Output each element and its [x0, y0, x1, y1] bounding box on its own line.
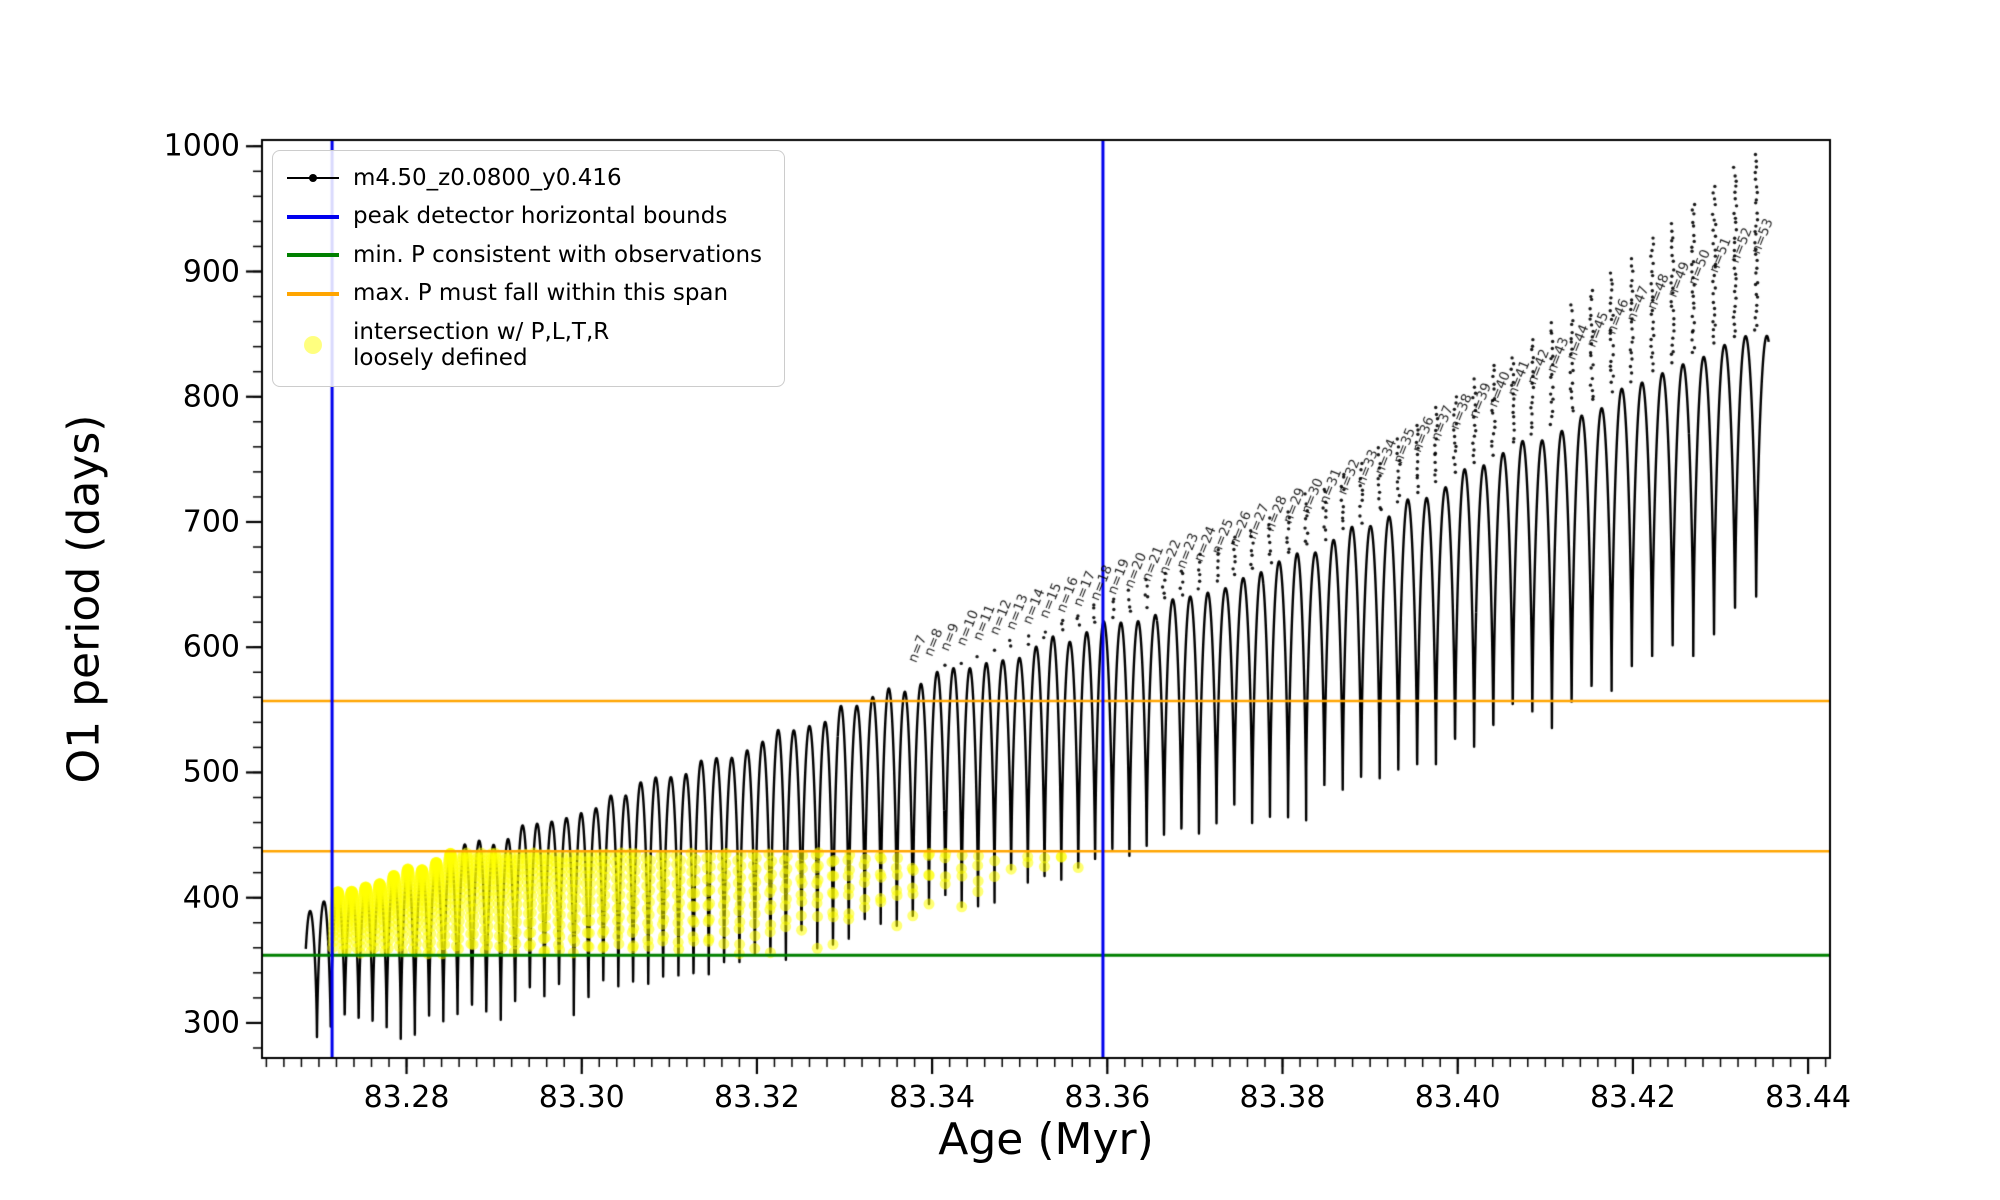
legend-entry: peak detector horizontal bounds [287, 203, 762, 229]
x-tick-label: 83.36 [1064, 1080, 1151, 1115]
x-tick-label: 83.34 [889, 1080, 976, 1115]
y-tick-label: 400 [182, 880, 240, 916]
legend-entry: min. P consistent with observations [287, 242, 762, 268]
y-tick-label: 500 [182, 754, 240, 790]
y-tick-label: 1000 [163, 128, 240, 164]
legend-entry: intersection w/ P,L,T,R loosely defined [287, 319, 762, 372]
x-tick-label: 83.30 [538, 1080, 625, 1115]
legend-line-swatch [287, 242, 339, 268]
x-tick-label: 83.28 [363, 1080, 450, 1115]
x-tick-label: 83.40 [1414, 1080, 1501, 1115]
legend-label: m4.50_z0.0800_y0.416 [353, 165, 622, 191]
y-axis-label: O1 period (days) [58, 414, 110, 784]
legend-line-marker-swatch [287, 165, 339, 191]
legend-line-swatch [287, 281, 339, 307]
legend-entry: max. P must fall within this span [287, 280, 762, 306]
y-tick-label: 700 [182, 504, 240, 540]
x-axis-label: Age (Myr) [938, 1114, 1154, 1165]
legend-marker-swatch [287, 332, 339, 358]
legend-label: max. P must fall within this span [353, 280, 729, 307]
x-tick-label: 83.42 [1589, 1080, 1676, 1115]
x-tick-label: 83.38 [1239, 1080, 1326, 1115]
y-tick-label: 600 [182, 629, 240, 665]
y-tick-label: 900 [182, 254, 240, 289]
legend-label: min. P consistent with observations [353, 241, 763, 268]
legend-line-swatch [287, 204, 339, 230]
legend-label: intersection w/ P,L,T,R loosely defined [353, 318, 610, 372]
legend-label: peak detector horizontal bounds [353, 203, 728, 230]
y-tick-label: 800 [182, 379, 240, 415]
x-tick-label: 83.44 [1765, 1080, 1852, 1115]
legend-entry: m4.50_z0.0800_y0.416 [287, 165, 762, 191]
y-tick-label: 300 [182, 1005, 240, 1041]
x-tick-label: 83.32 [713, 1080, 800, 1115]
